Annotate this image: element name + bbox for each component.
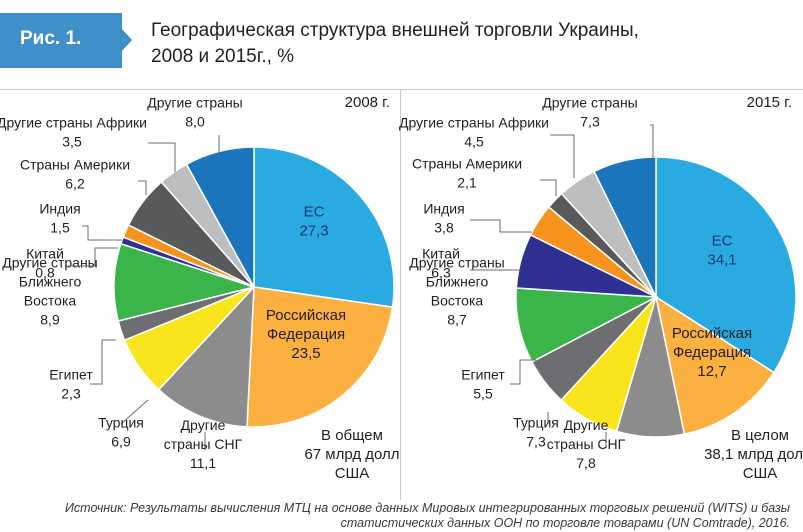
slice-label-1-5-2: Востока	[431, 293, 484, 309]
slice-label-0-6-1: 0,8	[35, 265, 55, 281]
slice-label-0-9-0: Другие страны Африки	[0, 115, 147, 131]
slice-label-0-5-2: Востока	[24, 293, 77, 309]
slice-label-1-8-1: 2,1	[457, 175, 477, 191]
total-label-0-1: 67 млрд долл	[304, 446, 399, 463]
leader-line-1-4	[510, 359, 536, 385]
leader-line-0-4	[90, 339, 116, 385]
leader-line-1-10	[650, 124, 654, 158]
leader-line-1-8	[540, 179, 557, 196]
pie-slice-0-0	[253, 146, 395, 309]
slice-label-0-5-1: Ближнего	[19, 274, 82, 290]
slice-label-1-1-2: 12,7	[697, 363, 726, 380]
slice-label-0-7-0: Индия	[39, 201, 80, 217]
pie-slice-0-1	[246, 286, 394, 428]
figure-title-line2: 2008 и 2015г., %	[151, 46, 295, 67]
slice-label-1-8-0: Страны Америки	[412, 156, 522, 172]
source-line2: статистических данных ООН по торговле то…	[340, 516, 790, 530]
figure-tag	[0, 13, 122, 68]
source-note: Источник: Результаты вычисления МТЦ на о…	[0, 501, 790, 531]
slice-label-0-5-3: 8,9	[40, 312, 60, 328]
leader-line-0-3	[120, 399, 149, 425]
slice-label-1-1-0: Российская	[672, 325, 752, 342]
slice-label-0-1-0: Российская	[266, 307, 346, 324]
total-label-0-2: США	[335, 465, 370, 482]
slice-label-0-8-1: 6,2	[65, 176, 85, 192]
slice-label-1-3-0: Турция	[513, 415, 559, 431]
slice-label-0-10-1: 8,0	[185, 114, 205, 130]
slice-label-0-7-1: 1,5	[50, 220, 70, 236]
slice-label-1-7-1: 3,8	[434, 220, 454, 236]
leader-line-0-8	[138, 180, 147, 195]
slice-label-1-6-0: Китай	[422, 246, 460, 262]
leader-line-0-6	[68, 247, 118, 267]
figure-tag-arrow	[122, 29, 132, 51]
pie-slice-1-10	[593, 156, 657, 298]
total-label-0-0: В общем	[321, 427, 383, 444]
slice-label-0-0-1: 27,3	[299, 223, 328, 240]
total-label-1-2: США	[743, 465, 778, 482]
leader-line-1-7	[470, 219, 532, 233]
slice-label-0-0-0: ЕС	[304, 204, 325, 221]
slice-label-1-0-1: 34,1	[707, 252, 736, 269]
slice-label-0-9-1: 3,5	[62, 134, 82, 150]
slice-label-0-2-0: Другие	[181, 417, 226, 433]
slice-label-1-2-0: Другие	[564, 417, 609, 433]
slice-label-1-2-1: страны СНГ	[547, 436, 626, 452]
slice-label-1-0-0: ЕС	[712, 233, 733, 250]
slice-label-1-1-1: Федерация	[673, 344, 751, 361]
figure-title-line1: Географическая структура внешней торговл…	[151, 20, 639, 41]
figure-title: Географическая структура внешней торговл…	[151, 18, 711, 70]
slice-label-0-2-2: 11,1	[190, 455, 216, 471]
slice-label-1-5-1: Ближнего	[426, 274, 489, 290]
slice-label-0-1-2: 23,5	[291, 345, 320, 362]
figure-label: Рис. 1.	[20, 28, 82, 49]
slice-label-0-4-0: Египет	[49, 367, 93, 383]
slice-label-0-6-0: Китай	[26, 246, 64, 262]
pie-slice-0-2	[157, 284, 255, 428]
total-label-1-0: В целом	[731, 427, 789, 444]
slice-label-0-10-0: Другие страны	[147, 95, 243, 111]
total-label-1-1: 38,1 млрд долл.	[704, 446, 803, 463]
slice-label-1-10-0: Другие страны	[542, 95, 638, 111]
slice-label-0-3-0: Турция	[98, 415, 144, 431]
leader-line-1-9	[550, 134, 575, 178]
slice-label-1-9-1: 4,5	[464, 134, 484, 150]
slice-label-1-9-0: Другие страны Африки	[399, 115, 549, 131]
year-label-1: 2015 г.	[747, 94, 792, 111]
slice-label-1-5-0: Другие страны	[409, 255, 505, 271]
year-label-0: 2008 г.	[345, 94, 390, 111]
pie-slice-1-1	[654, 295, 775, 435]
leader-line-0-7	[82, 225, 122, 241]
slice-label-1-4-0: Египет	[461, 367, 505, 383]
slice-label-0-1-1: Федерация	[267, 326, 345, 343]
slice-label-0-8-0: Страны Америки	[20, 157, 130, 173]
chart-panel	[0, 89, 803, 501]
slice-label-0-2-1: страны СНГ	[164, 436, 243, 452]
panel-divider	[400, 89, 401, 500]
slice-label-1-3-1: 7,3	[526, 434, 546, 450]
slice-label-0-4-1: 2,3	[61, 386, 81, 402]
slice-label-1-6-1: 6,3	[431, 265, 451, 281]
slice-label-1-5-3: 8,7	[447, 312, 467, 328]
leader-line-0-9	[148, 142, 176, 172]
slice-label-1-10-1: 7,3	[580, 114, 600, 130]
slice-label-0-3-1: 6,9	[111, 434, 131, 450]
slice-label-1-4-1: 5,5	[473, 386, 493, 402]
slice-label-1-2-2: 7,8	[576, 455, 596, 471]
source-line1: Источник: Результаты вычисления МТЦ на о…	[64, 501, 790, 515]
slice-label-1-7-0: Индия	[423, 201, 464, 217]
